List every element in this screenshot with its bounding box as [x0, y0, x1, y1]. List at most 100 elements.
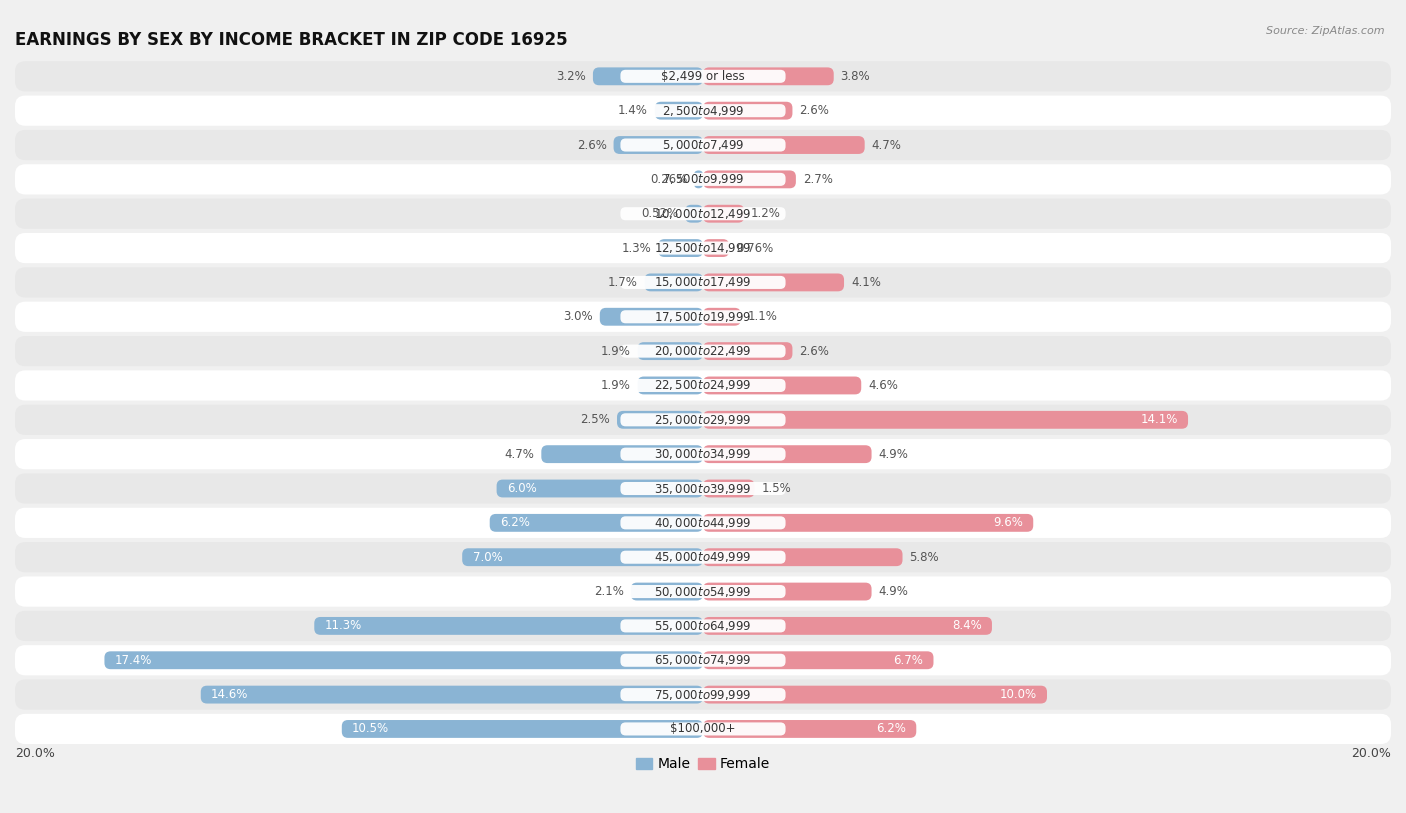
- FancyBboxPatch shape: [15, 61, 1391, 91]
- FancyBboxPatch shape: [620, 173, 786, 186]
- FancyBboxPatch shape: [620, 516, 786, 529]
- Text: 1.4%: 1.4%: [619, 104, 648, 117]
- Text: $12,500 to $14,999: $12,500 to $14,999: [654, 241, 752, 255]
- FancyBboxPatch shape: [620, 276, 786, 289]
- FancyBboxPatch shape: [655, 102, 703, 120]
- Text: 8.4%: 8.4%: [952, 620, 981, 633]
- FancyBboxPatch shape: [617, 411, 703, 428]
- FancyBboxPatch shape: [703, 171, 796, 189]
- FancyBboxPatch shape: [620, 138, 786, 151]
- FancyBboxPatch shape: [703, 583, 872, 601]
- Text: 6.2%: 6.2%: [501, 516, 530, 529]
- Text: 4.6%: 4.6%: [868, 379, 898, 392]
- Text: $40,000 to $44,999: $40,000 to $44,999: [654, 516, 752, 530]
- Text: $2,499 or less: $2,499 or less: [661, 70, 745, 83]
- FancyBboxPatch shape: [703, 67, 834, 85]
- FancyBboxPatch shape: [15, 405, 1391, 435]
- Text: 14.1%: 14.1%: [1140, 413, 1178, 426]
- Text: $10,000 to $12,499: $10,000 to $12,499: [654, 207, 752, 220]
- Text: 17.4%: 17.4%: [115, 654, 152, 667]
- FancyBboxPatch shape: [703, 514, 1033, 532]
- Text: 1.7%: 1.7%: [607, 276, 638, 289]
- Text: $45,000 to $49,999: $45,000 to $49,999: [654, 550, 752, 564]
- FancyBboxPatch shape: [620, 448, 786, 461]
- FancyBboxPatch shape: [703, 480, 755, 498]
- FancyBboxPatch shape: [703, 720, 917, 738]
- Text: $65,000 to $74,999: $65,000 to $74,999: [654, 654, 752, 667]
- FancyBboxPatch shape: [631, 583, 703, 601]
- FancyBboxPatch shape: [620, 70, 786, 83]
- FancyBboxPatch shape: [15, 336, 1391, 366]
- FancyBboxPatch shape: [15, 542, 1391, 572]
- FancyBboxPatch shape: [342, 720, 703, 738]
- FancyBboxPatch shape: [703, 376, 862, 394]
- FancyBboxPatch shape: [15, 439, 1391, 469]
- FancyBboxPatch shape: [620, 379, 786, 392]
- FancyBboxPatch shape: [703, 308, 741, 326]
- Text: 1.5%: 1.5%: [762, 482, 792, 495]
- FancyBboxPatch shape: [620, 413, 786, 426]
- FancyBboxPatch shape: [695, 171, 703, 189]
- Text: 1.2%: 1.2%: [751, 207, 782, 220]
- FancyBboxPatch shape: [201, 685, 703, 703]
- Legend: Male, Female: Male, Female: [630, 752, 776, 777]
- FancyBboxPatch shape: [620, 723, 786, 736]
- Text: 2.6%: 2.6%: [576, 138, 606, 151]
- Text: 10.0%: 10.0%: [1000, 688, 1036, 701]
- Text: 0.26%: 0.26%: [650, 173, 688, 186]
- Text: 1.1%: 1.1%: [748, 311, 778, 324]
- Text: 6.0%: 6.0%: [508, 482, 537, 495]
- Text: $5,000 to $7,499: $5,000 to $7,499: [662, 138, 744, 152]
- Text: $25,000 to $29,999: $25,000 to $29,999: [654, 413, 752, 427]
- FancyBboxPatch shape: [15, 233, 1391, 263]
- FancyBboxPatch shape: [15, 714, 1391, 744]
- Text: $50,000 to $54,999: $50,000 to $54,999: [654, 585, 752, 598]
- FancyBboxPatch shape: [620, 654, 786, 667]
- Text: 5.8%: 5.8%: [910, 550, 939, 563]
- FancyBboxPatch shape: [703, 411, 1188, 428]
- FancyBboxPatch shape: [15, 371, 1391, 401]
- Text: 2.6%: 2.6%: [800, 345, 830, 358]
- Text: $75,000 to $99,999: $75,000 to $99,999: [654, 688, 752, 702]
- FancyBboxPatch shape: [315, 617, 703, 635]
- FancyBboxPatch shape: [620, 207, 786, 220]
- Text: 1.3%: 1.3%: [621, 241, 651, 254]
- FancyBboxPatch shape: [15, 164, 1391, 194]
- FancyBboxPatch shape: [620, 311, 786, 324]
- Text: 4.7%: 4.7%: [872, 138, 901, 151]
- Text: 14.6%: 14.6%: [211, 688, 249, 701]
- FancyBboxPatch shape: [620, 104, 786, 117]
- FancyBboxPatch shape: [703, 617, 993, 635]
- Text: $35,000 to $39,999: $35,000 to $39,999: [654, 481, 752, 495]
- FancyBboxPatch shape: [15, 267, 1391, 298]
- FancyBboxPatch shape: [644, 273, 703, 291]
- FancyBboxPatch shape: [703, 239, 730, 257]
- Text: 3.2%: 3.2%: [557, 70, 586, 83]
- Text: 10.5%: 10.5%: [352, 723, 389, 736]
- Text: 1.9%: 1.9%: [600, 379, 631, 392]
- FancyBboxPatch shape: [463, 548, 703, 566]
- FancyBboxPatch shape: [658, 239, 703, 257]
- Text: $7,500 to $9,999: $7,500 to $9,999: [662, 172, 744, 186]
- FancyBboxPatch shape: [620, 688, 786, 701]
- FancyBboxPatch shape: [703, 136, 865, 154]
- FancyBboxPatch shape: [15, 611, 1391, 641]
- Text: 0.76%: 0.76%: [735, 241, 773, 254]
- FancyBboxPatch shape: [15, 646, 1391, 676]
- FancyBboxPatch shape: [620, 585, 786, 598]
- FancyBboxPatch shape: [703, 102, 793, 120]
- Text: 4.7%: 4.7%: [505, 448, 534, 461]
- Text: 1.9%: 1.9%: [600, 345, 631, 358]
- FancyBboxPatch shape: [15, 508, 1391, 538]
- Text: 11.3%: 11.3%: [325, 620, 361, 633]
- FancyBboxPatch shape: [15, 473, 1391, 503]
- Text: 20.0%: 20.0%: [15, 747, 55, 760]
- Text: $30,000 to $34,999: $30,000 to $34,999: [654, 447, 752, 461]
- Text: $100,000+: $100,000+: [671, 723, 735, 736]
- Text: 2.1%: 2.1%: [593, 585, 624, 598]
- FancyBboxPatch shape: [620, 482, 786, 495]
- Text: 0.52%: 0.52%: [641, 207, 678, 220]
- Text: $20,000 to $22,499: $20,000 to $22,499: [654, 344, 752, 358]
- Text: $17,500 to $19,999: $17,500 to $19,999: [654, 310, 752, 324]
- FancyBboxPatch shape: [703, 685, 1047, 703]
